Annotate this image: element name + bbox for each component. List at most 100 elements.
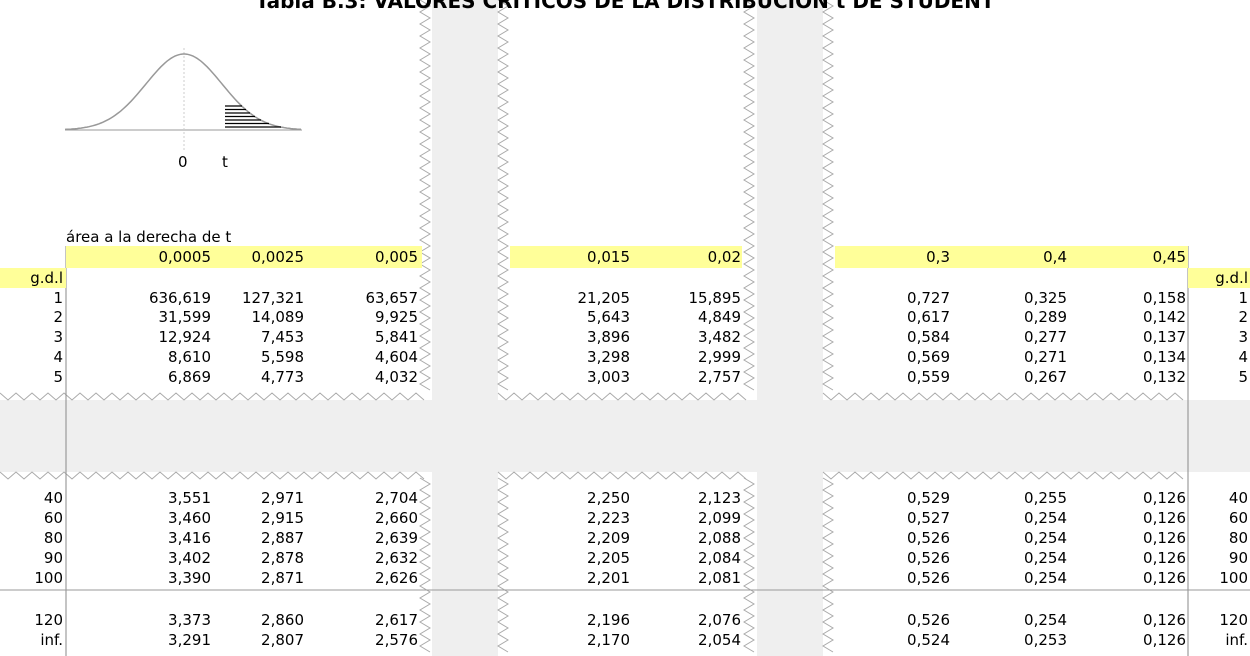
- cell: 3,416: [168, 529, 211, 547]
- cell: 0,126: [1143, 549, 1186, 567]
- cell: 0,158: [1143, 289, 1186, 307]
- cell: 7,453: [261, 328, 304, 346]
- gap: [757, 0, 823, 656]
- gdl-band: [1188, 268, 1250, 288]
- row-label: 90: [43, 549, 63, 567]
- cell: 2,099: [698, 509, 741, 527]
- cell: 0,267: [1024, 368, 1067, 386]
- cell: 0,289: [1024, 308, 1067, 326]
- row-label: 80: [1228, 529, 1248, 547]
- column-header: 0,015: [587, 248, 630, 266]
- header-band: [66, 246, 422, 268]
- cell: 2,209: [587, 529, 630, 547]
- cell: 0,142: [1143, 308, 1186, 326]
- column-header: 0,005: [375, 248, 418, 266]
- cell: 0,526: [907, 549, 950, 567]
- cell: 5,841: [375, 328, 418, 346]
- cell: 3,551: [168, 489, 211, 507]
- cell: 0,126: [1143, 529, 1186, 547]
- cell: 8,610: [168, 348, 211, 366]
- cell: 0,277: [1024, 328, 1067, 346]
- row-label: 40: [43, 489, 63, 507]
- cell: 127,321: [241, 289, 304, 307]
- cell: 3,482: [698, 328, 741, 346]
- cell: 2,632: [375, 549, 418, 567]
- bell-curve: [64, 48, 302, 150]
- cell: 2,757: [698, 368, 741, 386]
- cell: 0,137: [1143, 328, 1186, 346]
- cell: 2,076: [698, 611, 741, 629]
- cell: 0,254: [1024, 611, 1067, 629]
- row-label: 100: [1219, 569, 1248, 587]
- cell: 0,527: [907, 509, 950, 527]
- cell: 2,123: [698, 489, 741, 507]
- row-label: 2: [1238, 308, 1248, 326]
- row-label: inf.: [40, 631, 63, 649]
- cell: 0,254: [1024, 549, 1067, 567]
- cell: 4,604: [375, 348, 418, 366]
- cell: 0,126: [1143, 631, 1186, 649]
- column-header: 0,0005: [158, 248, 212, 266]
- cell: 3,390: [168, 569, 211, 587]
- header-band: [835, 246, 1188, 268]
- gap: [0, 400, 1250, 472]
- cell: 0,254: [1024, 569, 1067, 587]
- cell: 2,250: [587, 489, 630, 507]
- cell: 0,134: [1143, 348, 1186, 366]
- cell: 2,860: [261, 611, 304, 629]
- cell: 0,271: [1024, 348, 1067, 366]
- cell: 12,924: [158, 328, 212, 346]
- cell: 0,524: [907, 631, 950, 649]
- cell: 2,660: [375, 509, 418, 527]
- cell: 3,460: [168, 509, 211, 527]
- cell: 63,657: [365, 289, 419, 307]
- cell: 6,869: [168, 368, 211, 386]
- cell: 2,617: [375, 611, 418, 629]
- cell: 0,569: [907, 348, 950, 366]
- area-label: área a la derecha de t: [66, 228, 232, 246]
- cell: 3,291: [168, 631, 211, 649]
- cell: 0,727: [907, 289, 950, 307]
- row-label: 4: [53, 348, 63, 366]
- row-label: 3: [1238, 328, 1248, 346]
- cell: 2,170: [587, 631, 630, 649]
- cell: 0,526: [907, 529, 950, 547]
- cell: 2,704: [375, 489, 418, 507]
- gdl-label: g.d.l: [30, 269, 63, 287]
- gdl-band: [0, 268, 66, 288]
- cell: 2,915: [261, 509, 304, 527]
- cell: 3,402: [168, 549, 211, 567]
- title: Tabla B.3: VALORES CRÍTICOS DE LA DISTRI…: [255, 0, 995, 13]
- row-label: 100: [34, 569, 63, 587]
- cell: 5,598: [261, 348, 304, 366]
- cell: 0,526: [907, 611, 950, 629]
- cell: 0,254: [1024, 509, 1067, 527]
- cell: 4,032: [375, 368, 418, 386]
- cell: 31,599: [158, 308, 212, 326]
- cell: 0,132: [1143, 368, 1186, 386]
- cell: 15,895: [688, 289, 742, 307]
- cell: 0,529: [907, 489, 950, 507]
- row-label: 1: [53, 289, 63, 307]
- row-label: 4: [1238, 348, 1248, 366]
- zigzags: [0, 0, 1184, 653]
- row-label: 5: [53, 368, 63, 386]
- cell: 2,807: [261, 631, 304, 649]
- row-label: 1: [1238, 289, 1248, 307]
- row-label: inf.: [1225, 631, 1248, 649]
- row-label: 3: [53, 328, 63, 346]
- row-label: 120: [1219, 611, 1248, 629]
- cell: 2,871: [261, 569, 304, 587]
- column-header: 0,3: [926, 248, 950, 266]
- gap: [432, 0, 498, 656]
- cell: 0,126: [1143, 611, 1186, 629]
- cell: 0,559: [907, 368, 950, 386]
- t-label: t: [222, 153, 228, 171]
- cell: 3,373: [168, 611, 211, 629]
- row-label: 90: [1228, 549, 1248, 567]
- cell: 0,126: [1143, 509, 1186, 527]
- cell: 636,619: [148, 289, 211, 307]
- cell: 2,196: [587, 611, 630, 629]
- cell: 2,576: [375, 631, 418, 649]
- cell: 4,849: [698, 308, 741, 326]
